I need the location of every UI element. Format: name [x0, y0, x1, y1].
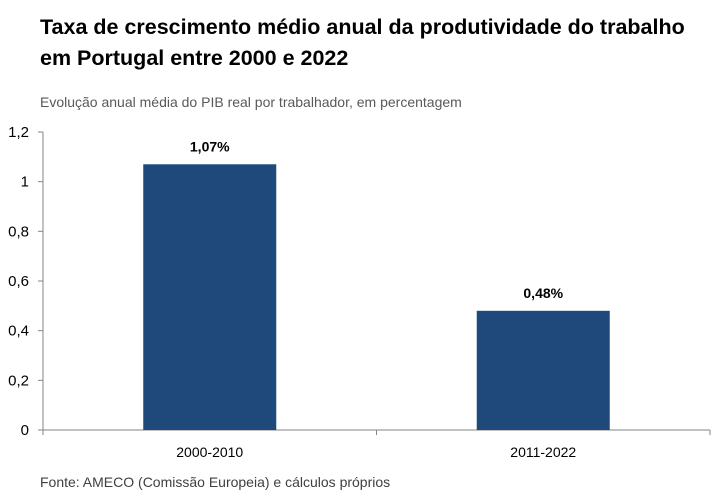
- y-tick-label: 1,2: [8, 124, 29, 141]
- y-tick-label: 0: [21, 422, 29, 439]
- y-tick-label: 0,2: [8, 372, 29, 389]
- bar: [143, 164, 277, 431]
- bar: [476, 310, 610, 430]
- chart-subtitle: Evolução anual média do PIB real por tra…: [40, 94, 462, 110]
- y-tick-label: 0,6: [8, 273, 29, 290]
- y-tick-label: 1: [21, 174, 29, 191]
- x-tick-label: 2000-2010: [176, 444, 243, 460]
- x-tick-label: 2011-2022: [510, 444, 576, 460]
- y-tick-label: 0,4: [8, 323, 29, 340]
- chart-title: Taxa de crescimento médio anual da produ…: [40, 15, 685, 70]
- data-label: 1,07%: [190, 138, 230, 154]
- data-label: 0,48%: [523, 285, 563, 301]
- chart-source: Fonte: AMECO (Comissão Europeia) e cálcu…: [40, 474, 391, 490]
- y-tick-label: 0,8: [8, 223, 29, 240]
